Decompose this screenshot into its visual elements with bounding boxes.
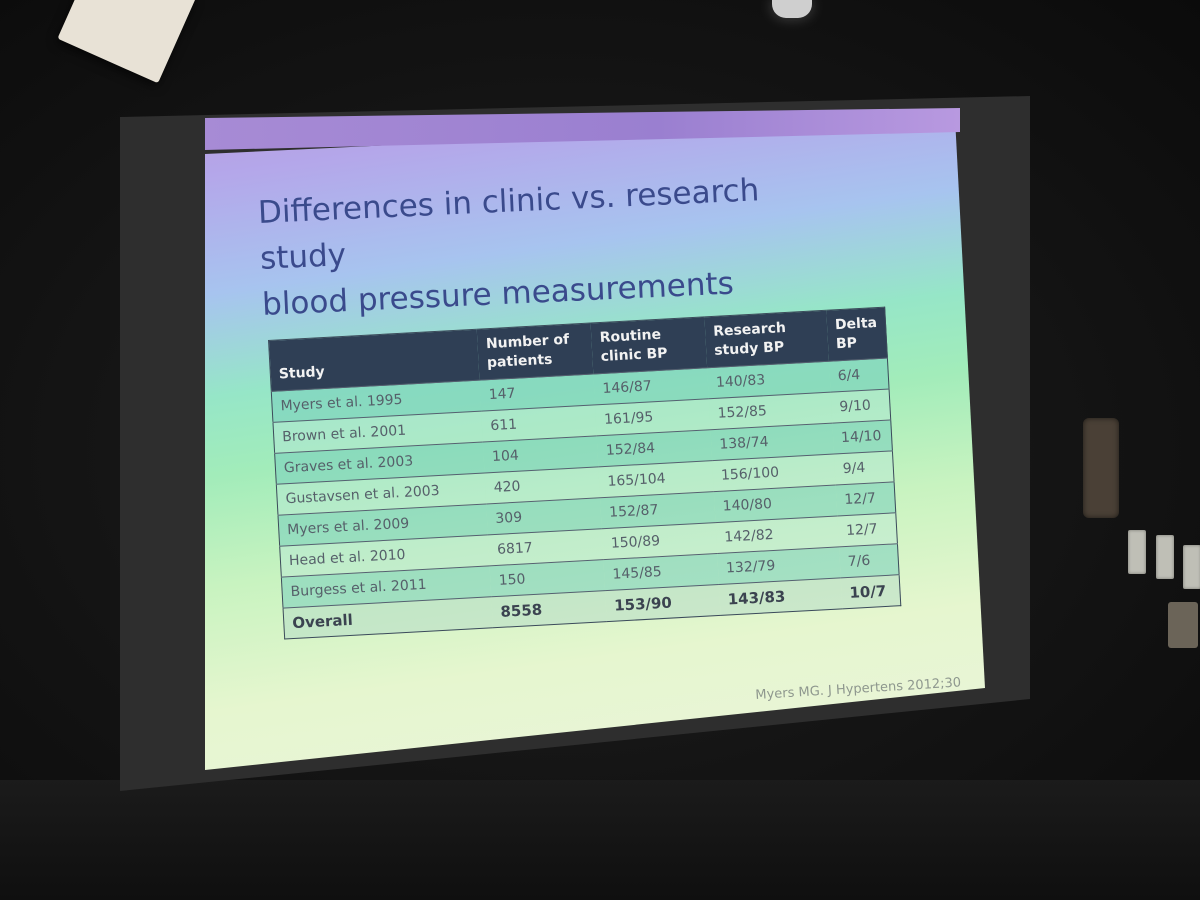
bp-table-container: Study Number of patients Routine clinic … (268, 306, 902, 640)
header-research-study-bp: Research study BP (704, 310, 829, 368)
light-switch (1128, 530, 1146, 574)
delta-bp-cell: 9/10 (830, 388, 891, 424)
delta-bp-cell: 14/10 (832, 419, 893, 455)
header-routine-clinic-bp: Routine clinic BP (590, 316, 708, 374)
delta-bp-cell: 12/7 (835, 481, 896, 516)
wall-socket (1168, 602, 1198, 648)
floor-shadow (0, 780, 1200, 900)
header-number-of-patients: Number of patients (477, 323, 594, 381)
overall-clinic-bp: 153/90 (605, 584, 721, 622)
slide-title: Differences in clinic vs. research study… (257, 165, 823, 328)
bp-comparison-table: Study Number of patients Routine clinic … (268, 306, 902, 640)
ceiling-light (772, 0, 812, 18)
overall-patients: 8558 (491, 590, 608, 628)
overall-research-bp: 143/83 (718, 577, 843, 616)
wall-phone (1083, 418, 1119, 518)
header-delta-bp: Delta BP (826, 307, 888, 362)
light-switch (1156, 535, 1174, 579)
delta-bp-cell: 7/6 (838, 543, 900, 578)
delta-bp-cell: 9/4 (833, 450, 895, 486)
light-switch (1183, 545, 1200, 589)
delta-bp-cell: 12/7 (837, 512, 898, 547)
overall-delta-bp: 10/7 (840, 574, 901, 609)
delta-bp-cell: 6/4 (828, 358, 890, 393)
